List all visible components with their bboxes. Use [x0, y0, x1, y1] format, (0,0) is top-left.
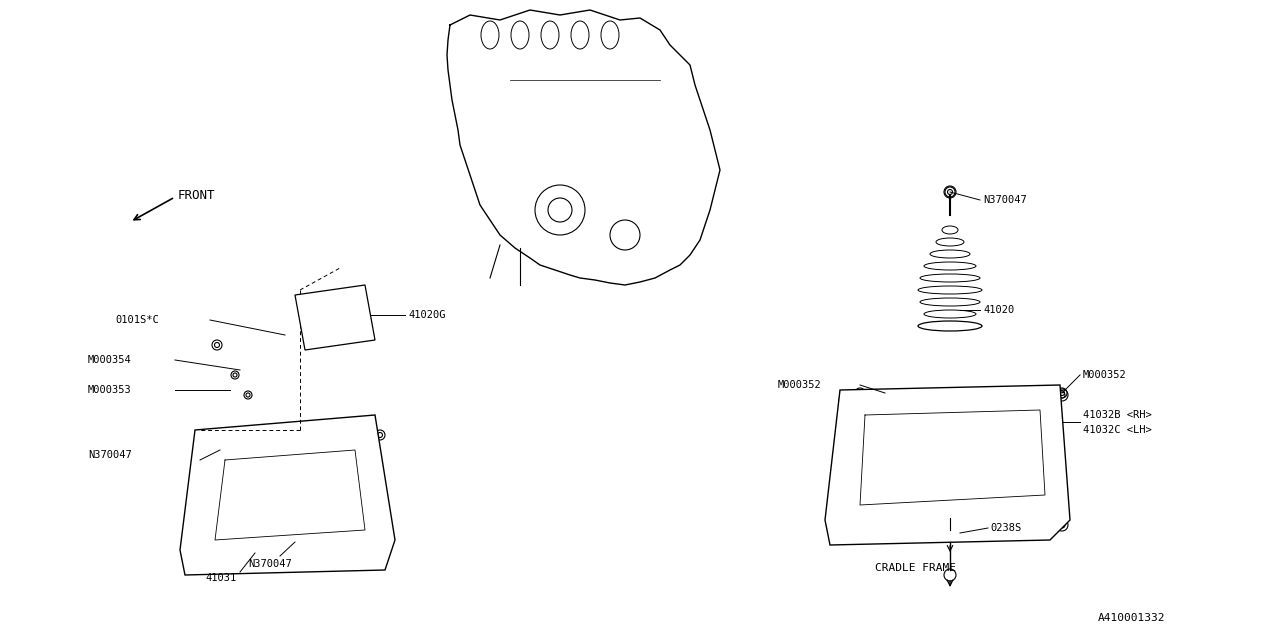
Text: M000352: M000352 [1083, 370, 1126, 380]
Ellipse shape [924, 310, 977, 318]
Ellipse shape [924, 262, 977, 270]
Ellipse shape [918, 321, 982, 331]
Text: M000353: M000353 [88, 385, 132, 395]
Text: 0101S*C: 0101S*C [115, 315, 159, 325]
Ellipse shape [931, 250, 970, 258]
Text: A410001332: A410001332 [1098, 613, 1166, 623]
Text: 41031: 41031 [205, 573, 237, 583]
Polygon shape [180, 415, 396, 575]
Text: 41020: 41020 [983, 305, 1014, 315]
Text: N370047: N370047 [88, 450, 132, 460]
Ellipse shape [920, 274, 980, 282]
Ellipse shape [918, 286, 982, 294]
Text: N370047: N370047 [983, 195, 1027, 205]
Polygon shape [826, 385, 1070, 545]
Text: 41032B <RH>: 41032B <RH> [1083, 410, 1152, 420]
Text: M000352: M000352 [778, 380, 822, 390]
Ellipse shape [936, 238, 964, 246]
Text: N370047: N370047 [248, 559, 292, 569]
Text: 0238S: 0238S [989, 523, 1021, 533]
Text: 41020G: 41020G [408, 310, 445, 320]
Text: M000354: M000354 [88, 355, 132, 365]
Text: CRADLE FRAME: CRADLE FRAME [876, 563, 956, 573]
Text: 41032C <LH>: 41032C <LH> [1083, 425, 1152, 435]
Ellipse shape [920, 298, 980, 306]
Text: FRONT: FRONT [178, 189, 215, 202]
Ellipse shape [942, 226, 957, 234]
Polygon shape [294, 285, 375, 350]
